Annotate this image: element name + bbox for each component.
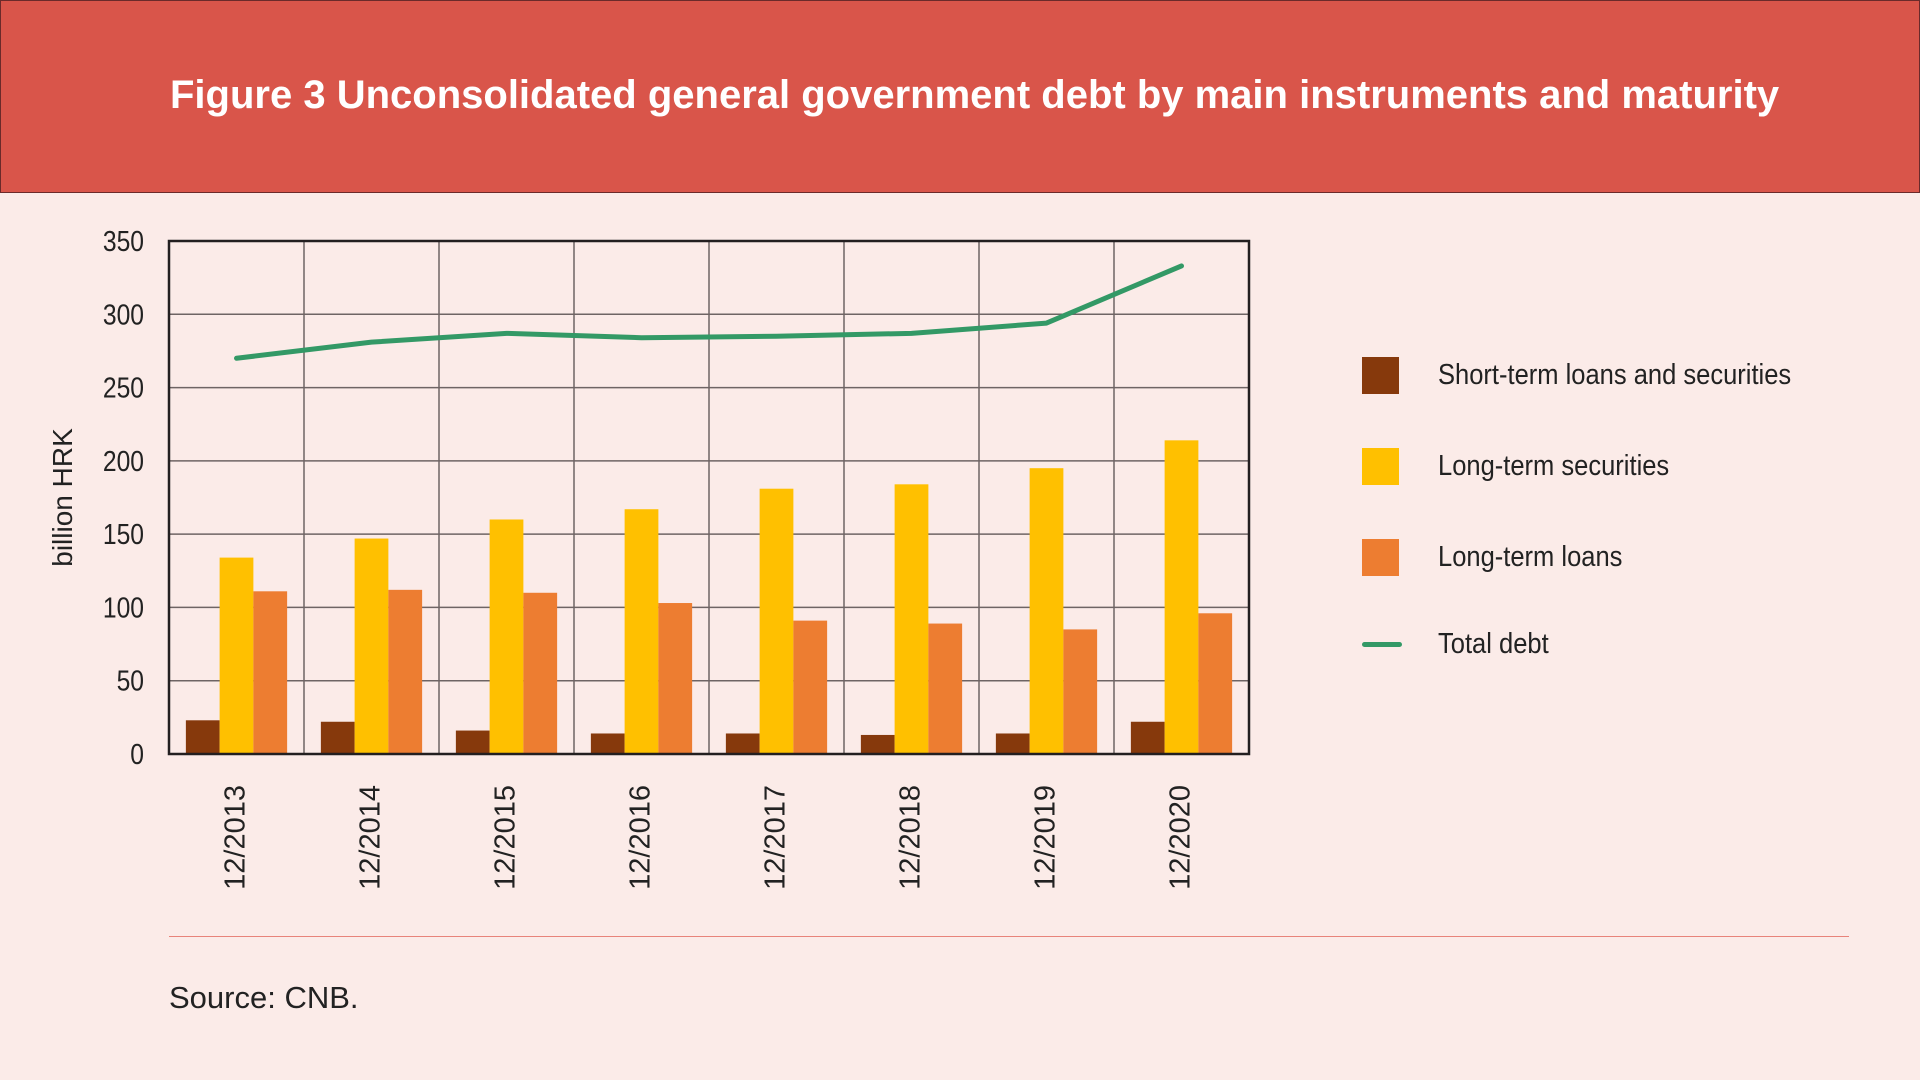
figure-title: Figure 3 Unconsolidated general governme… [170, 73, 1780, 117]
legend-swatch-long-term-loans [1362, 539, 1399, 576]
bar-short-term [590, 733, 625, 754]
y-tick-label: 350 [103, 225, 144, 257]
bar-long-term-loans [1198, 613, 1233, 754]
source-note: Source: CNB. [169, 980, 359, 1015]
legend-swatch-total-debt [1362, 642, 1402, 647]
bar-short-term [860, 734, 895, 754]
bar-long-term-securities [759, 488, 794, 754]
x-tick-label: 12/2013 [220, 785, 252, 890]
legend-item-long-term-loans: Long-term loans [1362, 539, 1622, 576]
y-tick-label: 100 [103, 592, 144, 624]
bar-long-term-securities [894, 484, 929, 754]
bar-long-term-securities [1029, 468, 1064, 754]
bar-long-term-securities [354, 538, 389, 754]
x-tick-label: 12/2019 [1030, 785, 1062, 890]
bar-short-term [995, 733, 1030, 754]
bar-short-term [1130, 721, 1165, 754]
y-tick-label: 300 [103, 298, 144, 330]
bar-long-term-loans [658, 603, 693, 754]
legend-item-long-term-securities: Long-term securities [1362, 448, 1669, 485]
legend-label: Total debt [1438, 628, 1549, 660]
legend-swatch-long-term-securities [1362, 448, 1399, 485]
legend-label: Long-term loans [1438, 541, 1623, 573]
y-tick-label: 200 [103, 445, 144, 477]
bar-short-term [320, 721, 355, 754]
plot-frame [167, 239, 1251, 756]
bar-short-term [725, 733, 760, 754]
bar-short-term [455, 730, 490, 754]
x-tick-label: 12/2018 [895, 785, 927, 890]
bar-long-term-securities [489, 519, 524, 754]
legend-item-total-debt: Total debt [1362, 626, 1549, 663]
line-total-debt [234, 263, 1184, 361]
divider [169, 936, 1849, 937]
bar-long-term-securities [624, 509, 659, 754]
bar-long-term-securities [1164, 440, 1199, 754]
legend-item-short-term: Short-term loans and securities [1362, 357, 1791, 394]
legend-swatch-short-term [1362, 357, 1399, 394]
bar-long-term-securities [219, 557, 254, 754]
x-tick-label: 12/2014 [355, 785, 387, 890]
legend-label: Long-term securities [1438, 450, 1670, 482]
y-tick-label: 50 [117, 665, 144, 697]
x-tick-label: 12/2017 [760, 785, 792, 890]
figure-header: Figure 3 Unconsolidated general governme… [0, 0, 1920, 193]
bar-long-term-loans [523, 592, 558, 754]
bar-long-term-loans [928, 623, 963, 754]
y-axis-title: billion HRK [47, 428, 78, 567]
bar-long-term-loans [1063, 629, 1098, 754]
y-tick-label: 0 [130, 738, 144, 770]
bar-long-term-loans [793, 620, 828, 754]
bar-short-term [185, 720, 220, 754]
x-tick-label: 12/2015 [490, 785, 522, 890]
y-tick-label: 150 [103, 518, 144, 550]
bar-long-term-loans [388, 589, 423, 754]
legend-label: Short-term loans and securities [1438, 359, 1792, 391]
x-tick-label: 12/2020 [1165, 785, 1197, 890]
bar-long-term-loans [253, 591, 288, 754]
x-tick-label: 12/2016 [625, 785, 657, 890]
y-tick-label: 250 [103, 372, 144, 404]
